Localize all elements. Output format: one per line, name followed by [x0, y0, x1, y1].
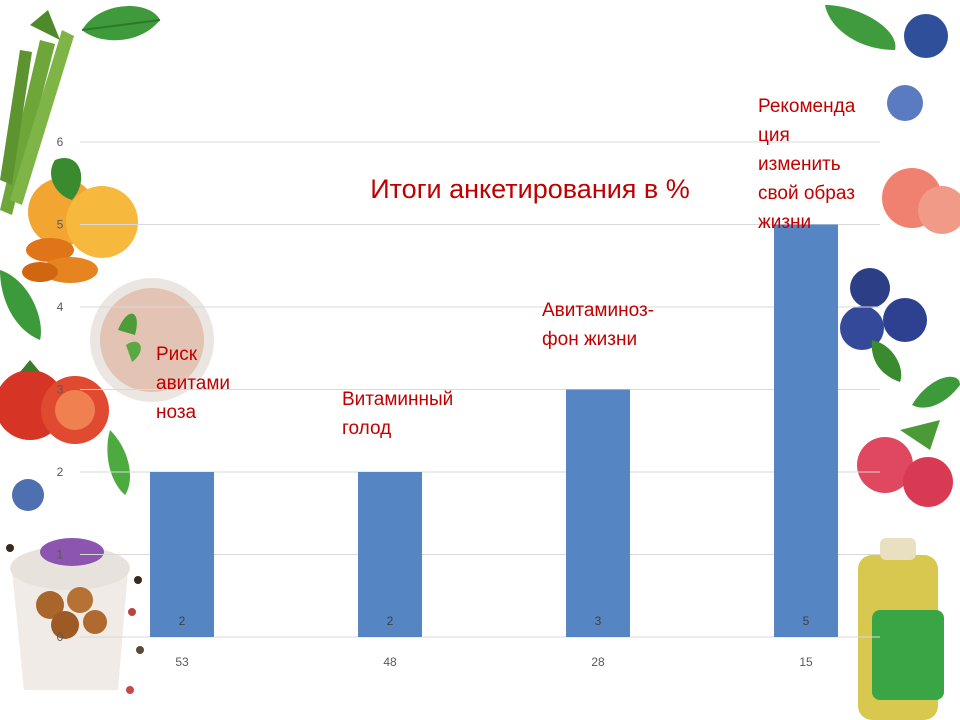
data-label: 2 — [179, 614, 186, 628]
y-tick-label: 6 — [57, 135, 64, 149]
annotation-vitamin-deficiency-risk: Риск авитами ноза — [156, 344, 231, 423]
annotation-avitaminosis-background: Авитаминоз- фон жизни — [542, 300, 654, 350]
blueberry-icon — [887, 14, 948, 121]
leaf-icon — [107, 430, 130, 495]
blueberry-icon — [12, 479, 44, 511]
data-labels: 2 2 3 5 — [179, 614, 810, 628]
bars — [150, 224, 838, 637]
y-tick-label: 3 — [57, 383, 64, 397]
y-tick-label: 5 — [57, 218, 64, 232]
tomato-icon — [882, 168, 960, 234]
y-tick-label: 4 — [57, 300, 64, 314]
leaf-icon — [912, 376, 960, 408]
annotation-lifestyle-recommendation: Рекоменда ция изменить свой образ жизни — [758, 96, 856, 233]
data-label: 5 — [803, 614, 810, 628]
y-tick-label: 2 — [57, 465, 64, 479]
x-axis-ticks: 53 48 28 15 — [175, 655, 813, 669]
granola-cup-icon — [10, 538, 130, 690]
data-label: 3 — [595, 614, 602, 628]
y-tick-label: 0 — [57, 630, 64, 644]
bar — [358, 472, 422, 637]
annotation-vitamin-hunger: Витаминный голод — [342, 389, 454, 439]
juice-bottle-icon — [858, 538, 944, 720]
bar — [566, 389, 630, 637]
x-tick-label: 15 — [799, 655, 813, 669]
y-tick-label: 1 — [57, 548, 64, 562]
chart-title: Итоги анкетирования в % — [370, 174, 690, 204]
bar — [150, 472, 214, 637]
leaf-icon — [81, 6, 161, 41]
dried-apricots-icon — [22, 238, 98, 283]
x-tick-label: 28 — [591, 655, 605, 669]
x-tick-label: 48 — [383, 655, 397, 669]
bar — [774, 224, 838, 637]
blueberry-icon — [840, 268, 927, 382]
asparagus-icon — [0, 10, 74, 215]
yogurt-cup-icon — [90, 278, 214, 402]
peppercorns-icon — [6, 544, 144, 694]
tomato-icon — [0, 360, 109, 444]
leaf-icon — [0, 270, 41, 340]
leaf-icon — [825, 5, 896, 50]
x-tick-label: 53 — [175, 655, 189, 669]
data-label: 2 — [387, 614, 394, 628]
apricot-icon — [28, 158, 138, 258]
raspberry-icon — [857, 420, 953, 507]
y-axis-ticks: 0 1 2 3 4 5 6 — [57, 135, 64, 644]
